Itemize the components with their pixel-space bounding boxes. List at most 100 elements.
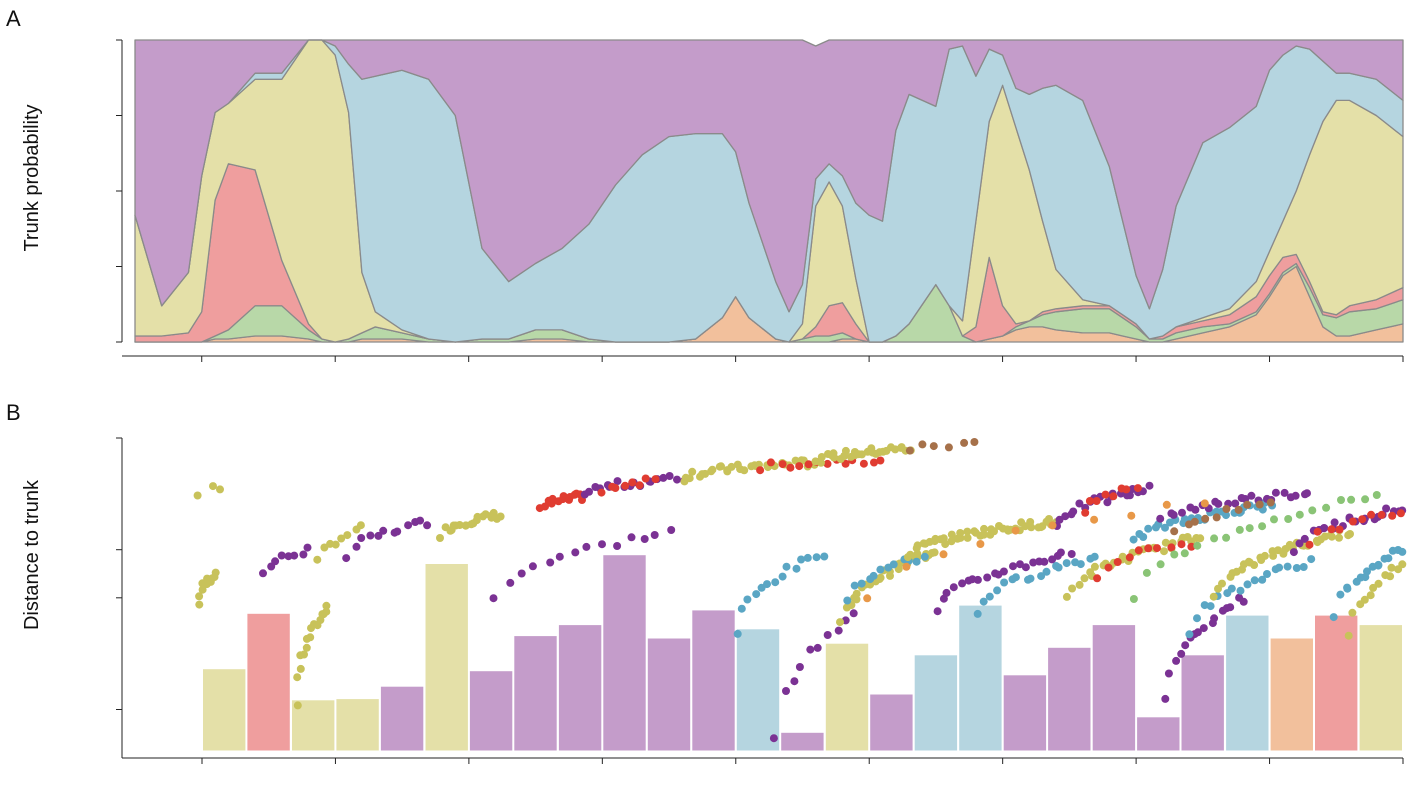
sample-point <box>293 673 302 682</box>
bar-24 <box>1269 637 1314 752</box>
sample-point <box>727 462 736 471</box>
sample-point <box>320 543 329 552</box>
sample-point <box>876 565 885 574</box>
sample-point <box>277 551 286 560</box>
sample-point <box>1347 495 1356 504</box>
bar-20 <box>1091 624 1137 752</box>
sample-point <box>1222 505 1231 513</box>
sample-point <box>947 530 956 539</box>
sample-point <box>1190 517 1199 526</box>
sample-point <box>912 557 921 566</box>
bar-9 <box>602 554 647 752</box>
sample-point <box>555 552 564 561</box>
sample-point <box>1185 630 1194 639</box>
panel-a-ylabel: Trunk probability <box>21 104 43 251</box>
sample-point <box>795 663 804 671</box>
sample-point <box>930 548 939 557</box>
sample-point <box>1067 550 1076 558</box>
sample-point <box>641 474 650 483</box>
sample-point <box>1348 517 1357 526</box>
sample-point <box>1169 510 1178 519</box>
sample-point <box>393 527 402 536</box>
sample-point <box>1167 543 1176 552</box>
sample-point <box>1284 515 1293 523</box>
sample-point <box>1172 656 1181 665</box>
sample-point <box>1291 491 1300 500</box>
sample-point <box>1193 614 1201 623</box>
sample-point <box>1308 506 1317 515</box>
sample-point <box>1329 613 1338 622</box>
sample-point <box>1398 560 1407 569</box>
sample-point <box>1344 631 1353 640</box>
sample-point <box>701 469 710 478</box>
sample-point <box>1069 507 1078 516</box>
sample-point <box>628 478 637 487</box>
sample-point <box>1239 597 1248 606</box>
sample-point <box>778 460 787 469</box>
sample-point <box>1280 488 1289 497</box>
sample-point <box>733 629 742 638</box>
bar-10 <box>646 637 692 752</box>
bar-16 <box>913 654 959 752</box>
sample-point <box>859 459 868 468</box>
sample-point <box>613 542 622 550</box>
sample-point <box>1335 525 1344 534</box>
sample-point <box>1218 579 1226 588</box>
sample-point <box>1372 491 1381 499</box>
bar-17 <box>958 604 1003 752</box>
sample-point <box>850 581 859 590</box>
sample-point <box>1212 513 1221 522</box>
sample-point <box>1235 525 1244 534</box>
sample-point <box>1201 514 1210 523</box>
sample-point <box>1011 573 1020 582</box>
sample-point <box>1348 608 1357 617</box>
sample-point <box>1382 504 1391 513</box>
sample-point <box>766 458 775 467</box>
sample-point <box>423 521 432 530</box>
sample-point <box>1177 649 1186 658</box>
sample-point <box>455 521 464 529</box>
sample-point <box>792 564 801 573</box>
sample-point <box>1199 624 1208 633</box>
sample-point <box>1210 614 1219 623</box>
sample-point <box>1289 548 1298 557</box>
sample-point <box>980 524 988 533</box>
panel-b-letter: B <box>6 400 21 425</box>
sample-point <box>1388 511 1397 520</box>
sample-point <box>1161 538 1170 547</box>
sample-point <box>963 527 972 536</box>
bar-11 <box>691 609 736 752</box>
sample-point <box>1374 560 1383 569</box>
sample-point <box>416 516 425 525</box>
sample-point <box>1104 563 1113 572</box>
sample-point <box>1129 535 1138 544</box>
sample-point <box>958 579 967 588</box>
sample-point <box>1139 533 1148 541</box>
sample-point <box>1222 533 1231 542</box>
sample-point <box>970 438 979 446</box>
bar-1 <box>246 612 291 752</box>
sample-point <box>356 521 365 530</box>
sample-point <box>322 601 331 610</box>
sample-point <box>956 533 965 542</box>
bar-23 <box>1225 614 1270 752</box>
sample-point <box>1327 525 1336 534</box>
sample-point <box>1266 498 1275 507</box>
sample-point <box>929 442 938 451</box>
sample-point <box>1387 563 1396 572</box>
sample-point <box>436 534 444 542</box>
sample-point <box>756 466 765 475</box>
sample-point <box>216 485 224 494</box>
panel-b-plot <box>193 438 1407 752</box>
sample-point <box>782 687 790 695</box>
sample-point <box>1076 560 1085 569</box>
sample-point <box>1125 553 1134 562</box>
sample-point <box>979 530 988 539</box>
sample-point <box>300 650 308 659</box>
sample-point <box>973 609 982 618</box>
panel-b-axes <box>116 437 1404 764</box>
sample-point <box>769 734 778 743</box>
sample-point <box>1384 554 1393 563</box>
sample-point <box>920 552 929 561</box>
